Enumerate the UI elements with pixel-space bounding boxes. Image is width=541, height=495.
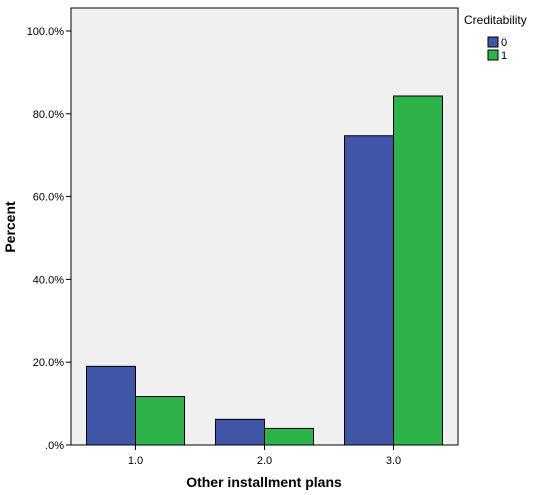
y-axis: .0% 20.0% 40.0% 60.0% 80.0% 100.0%	[27, 26, 71, 452]
y-tick-label: 100.0%	[27, 26, 65, 38]
legend-label-1: 1	[501, 50, 507, 62]
x-tick-label: 2.0	[257, 455, 272, 467]
x-tick-label: 1.0	[128, 455, 143, 467]
legend-label-0: 0	[501, 37, 507, 49]
bar-3.0-series-1	[393, 95, 443, 446]
x-axis: 1.0 2.0 3.0	[128, 445, 401, 467]
legend-title: Creditability	[464, 13, 527, 27]
y-tick-label: 20.0%	[33, 357, 64, 369]
x-tick-label: 3.0	[386, 455, 401, 467]
y-tick-label: .0%	[45, 440, 64, 452]
legend-swatch-0	[487, 36, 499, 48]
bar-2.0-series-0	[215, 418, 265, 446]
y-tick-label: 60.0%	[33, 192, 64, 204]
legend: Creditability 01	[464, 13, 527, 62]
y-tick-label: 40.0%	[33, 274, 64, 286]
bar-3.0-series-0	[344, 135, 394, 446]
bars-group	[86, 95, 443, 446]
bar-1.0-series-0	[86, 365, 136, 446]
bar-2.0-series-1	[264, 427, 314, 446]
legend-swatch-1	[487, 49, 499, 61]
bar-1.0-series-1	[135, 396, 185, 446]
y-axis-title: Percent	[2, 201, 18, 253]
y-tick-label: 80.0%	[33, 109, 64, 121]
x-axis-title: Other installment plans	[186, 474, 342, 490]
